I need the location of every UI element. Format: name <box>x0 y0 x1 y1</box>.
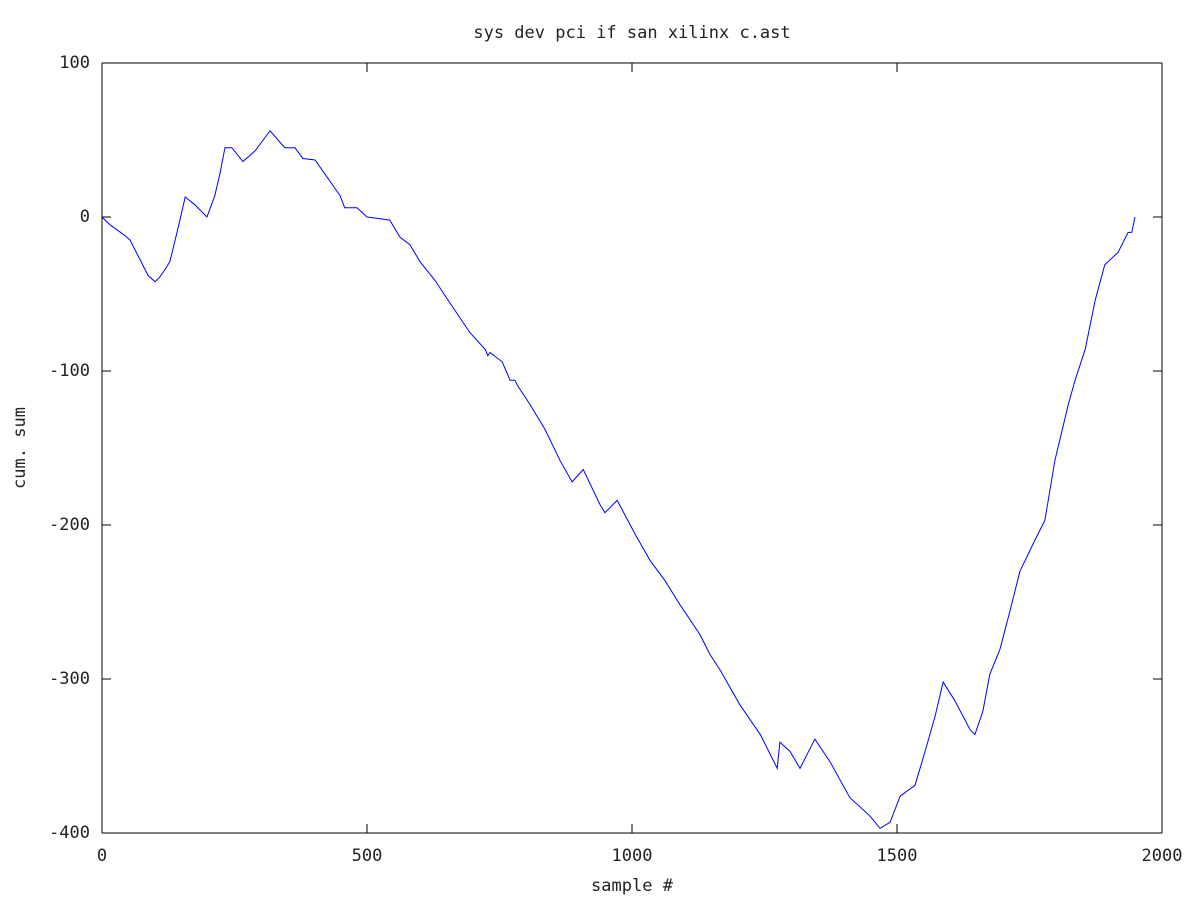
x-tick-label: 2000 <box>1142 846 1183 866</box>
x-tick-label: 0 <box>97 846 107 866</box>
y-tick-label: -400 <box>49 823 90 843</box>
plot-frame <box>101 62 1163 834</box>
y-axis-label: cum. sum <box>10 407 30 489</box>
x-tick-label: 500 <box>352 846 383 866</box>
y-tick-label: -200 <box>49 515 90 535</box>
x-tick-label: 1000 <box>612 846 653 866</box>
chart-title: sys dev pci if san xilinx c.ast <box>473 23 790 43</box>
y-tick-label: -300 <box>49 669 90 689</box>
y-tick-label: -100 <box>49 361 90 381</box>
x-axis-label: sample # <box>591 876 674 896</box>
y-tick-label: 0 <box>80 207 90 227</box>
data-line <box>101 129 1136 830</box>
x-tick-label: 1500 <box>877 846 918 866</box>
y-tick-label: 100 <box>59 53 90 73</box>
